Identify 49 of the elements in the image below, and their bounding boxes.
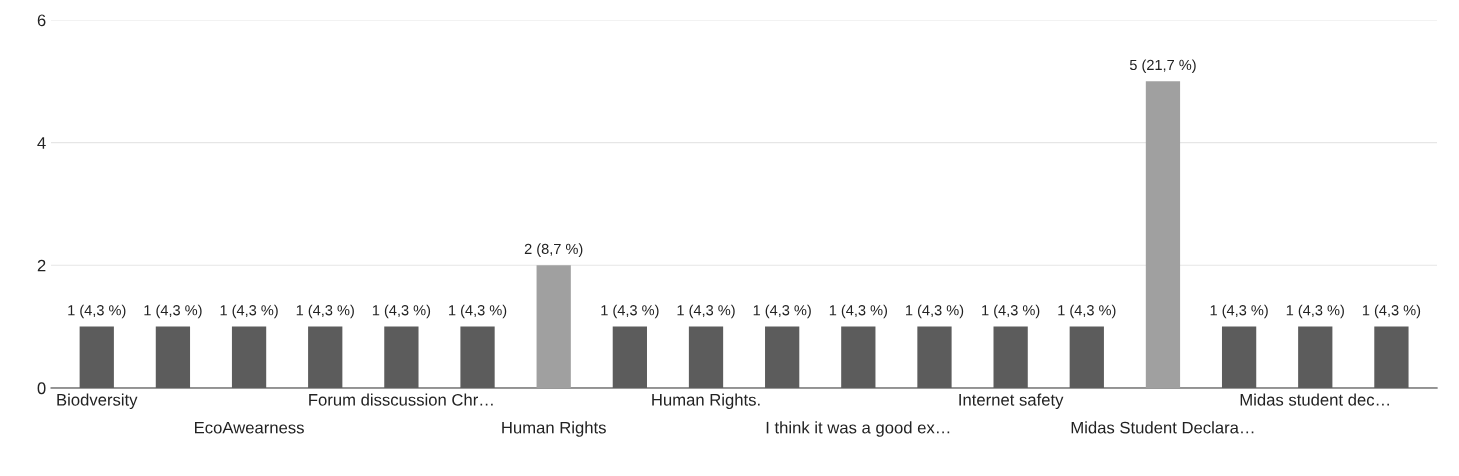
x-tick-label: EcoAwearness [195,421,304,434]
bar [917,326,952,388]
y-tick-label: 0 [37,382,46,395]
data-label: 1 (4,3 %) [296,304,354,319]
x-tick-label: Midas Student Declara… [1071,421,1254,434]
bar [79,326,114,388]
bar [688,326,724,388]
x-tick-label: Biodversity [57,393,138,410]
y-tick-label: 6 [37,14,46,27]
data-label: 1 (4,3 %) [220,304,278,319]
data-label: 1 (4,3 %) [1362,304,1421,319]
x-tick-label: Forum disscussion Chr… [309,393,493,406]
data-label: 1 (4,3 %) [1286,304,1344,319]
bar [765,326,800,388]
data-label: 1 (4,3 %) [829,304,887,319]
bar [384,326,419,388]
bar [1145,81,1181,388]
bar [460,326,495,388]
data-label: 1 (4,3 %) [1210,304,1268,319]
data-label: 1 (4,3 %) [68,304,126,319]
data-label: 1 (4,3 %) [1058,304,1116,319]
x-tick-label: Internet safety [959,393,1064,410]
bar [1374,326,1409,388]
x-tick-label: I think it was a good ex… [766,421,950,437]
y-tick-label: 2 [37,259,46,272]
bar [155,326,191,388]
data-label: 1 (4,3 %) [753,304,811,319]
bar [536,265,571,388]
data-label: 1 (4,3 %) [906,304,964,319]
bar [231,326,267,388]
bar [612,326,647,388]
data-label: 1 (4,3 %) [372,304,431,319]
bar [993,326,1028,388]
data-label: 1 (4,3 %) [677,304,735,319]
x-tick-label: Human Rights [502,421,606,437]
x-tick-label: Human Rights. [652,393,760,410]
data-label: 1 (4,3 %) [982,304,1040,319]
bar [841,326,876,388]
bar [308,326,343,388]
bar [1221,326,1257,388]
bar [1298,326,1333,388]
data-label: 5 (21,7 %) [1129,59,1196,73]
y-tick-label: 4 [37,137,46,149]
data-label: 1 (4,3 %) [601,304,659,319]
x-tick-label: Midas student dec… [1240,393,1389,406]
data-label: 2 (8,7 %) [524,243,583,257]
bar [1069,326,1104,388]
data-label: 1 (4,3 %) [449,304,507,319]
data-label: 1 (4,3 %) [144,304,202,319]
